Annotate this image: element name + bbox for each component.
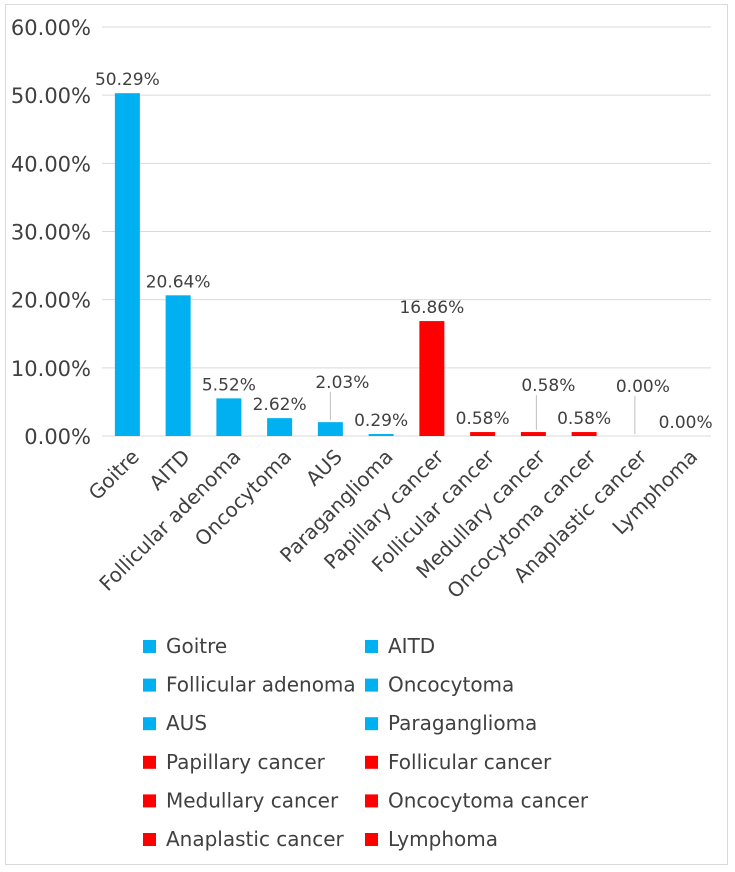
- legend-item-aitd: AITD: [365, 634, 435, 658]
- legend-item-papillary-cancer: Papillary cancer: [143, 750, 326, 774]
- data-label-aus: 2.03%: [315, 373, 369, 393]
- legend-item-aus: AUS: [143, 711, 207, 735]
- bar-oncocytoma-cancer: [571, 432, 597, 436]
- legend-label: Anaplastic cancer: [166, 827, 345, 851]
- legend-swatch: [143, 678, 156, 692]
- bar-aitd: [165, 295, 191, 436]
- legend-swatch: [143, 833, 156, 846]
- legend-swatch: [365, 755, 378, 769]
- legend-item-paraganglioma: Paraganglioma: [365, 711, 537, 735]
- bar-follicular-cancer: [470, 432, 496, 436]
- legend-label: Oncocytoma: [388, 673, 514, 697]
- data-label-medullary-cancer: 0.58%: [521, 376, 575, 396]
- legend-label: Follicular adenoma: [166, 673, 356, 697]
- legend-item-follicular-adenoma: Follicular adenoma: [143, 673, 356, 697]
- legend-label: Oncocytoma cancer: [388, 788, 589, 812]
- y-tick-label: 60.00%: [11, 16, 91, 40]
- data-label-papillary-cancer: 16.86%: [399, 298, 464, 318]
- x-tick-label-goitre: Goitre: [84, 445, 144, 505]
- y-tick-label: 40.00%: [11, 152, 91, 176]
- legend-swatch: [365, 640, 378, 653]
- data-label-aitd: 20.64%: [146, 272, 211, 292]
- legend-label: Goitre: [166, 634, 227, 658]
- legend-item-oncocytoma-cancer: Oncocytoma cancer: [365, 788, 589, 812]
- y-tick-label: 20.00%: [11, 289, 91, 313]
- data-labels: 50.29% 20.64% 5.52%2.62% 2.03% 0.29% 16.86% 0.…: [95, 70, 713, 433]
- bar-aus: [317, 422, 343, 436]
- legend-label: AITD: [388, 634, 435, 658]
- x-tick-label-aus: AUS: [301, 445, 347, 491]
- legend-item-oncocytoma: Oncocytoma: [365, 673, 514, 697]
- data-label-leaders: [329, 392, 636, 434]
- legend-label: Paraganglioma: [388, 711, 537, 735]
- legend-swatch: [365, 833, 378, 846]
- legend-item-anaplastic-cancer: Anaplastic cancer: [143, 827, 345, 851]
- bar-paraganglioma: [368, 434, 394, 436]
- y-tick-label: 30.00%: [11, 221, 91, 245]
- bar-goitre: [114, 93, 140, 437]
- legend-label: Medullary cancer: [166, 788, 339, 812]
- y-tick-label: 10.00%: [11, 357, 91, 381]
- legend-swatch: [365, 794, 378, 808]
- legend-item-lymphoma: Lymphoma: [365, 827, 498, 851]
- data-label-oncocytoma-cancer: 0.58%: [557, 409, 611, 429]
- y-axis-tick-labels: 0.00% 10.00% 20.00% 30.00% 40.00% 50.00% 60.00…: [11, 16, 91, 449]
- data-label-goitre: 50.29%: [95, 70, 160, 90]
- gridlines: [102, 26, 711, 437]
- legend-item-medullary-cancer: Medullary cancer: [143, 788, 339, 812]
- legend-swatch: [143, 640, 156, 653]
- legend-swatch: [143, 755, 156, 769]
- legend-label: Papillary cancer: [166, 750, 326, 774]
- bar-papillary-cancer: [419, 321, 445, 436]
- data-label-oncocytoma: 2.62%: [253, 395, 307, 415]
- legend: Goitre AITD Follicular adenoma Oncocytoma AU…: [143, 634, 589, 851]
- legend-swatch: [365, 717, 378, 731]
- legend-item-goitre: Goitre: [143, 634, 227, 658]
- data-label-paraganglioma: 0.29%: [354, 411, 408, 431]
- bar-medullary-cancer: [520, 432, 546, 436]
- data-label-follicular-adenoma: 5.52%: [202, 375, 256, 395]
- legend-label: AUS: [166, 711, 207, 735]
- bar-follicular-adenoma: [216, 398, 242, 436]
- legend-label: Lymphoma: [388, 827, 498, 851]
- legend-swatch: [365, 678, 378, 692]
- y-tick-label: 50.00%: [11, 84, 91, 108]
- data-label-lymphoma: 0.00%: [659, 413, 713, 433]
- bar-oncocytoma: [267, 418, 293, 436]
- legend-label: Follicular cancer: [388, 750, 552, 774]
- legend-item-follicular-cancer: Follicular cancer: [365, 750, 552, 774]
- data-label-anaplastic-cancer: 0.00%: [616, 377, 670, 397]
- bars: [114, 93, 597, 437]
- legend-swatch: [143, 794, 156, 808]
- y-tick-label: 0.00%: [24, 425, 91, 449]
- data-label-follicular-cancer: 0.58%: [456, 409, 510, 429]
- legend-swatch: [143, 717, 156, 731]
